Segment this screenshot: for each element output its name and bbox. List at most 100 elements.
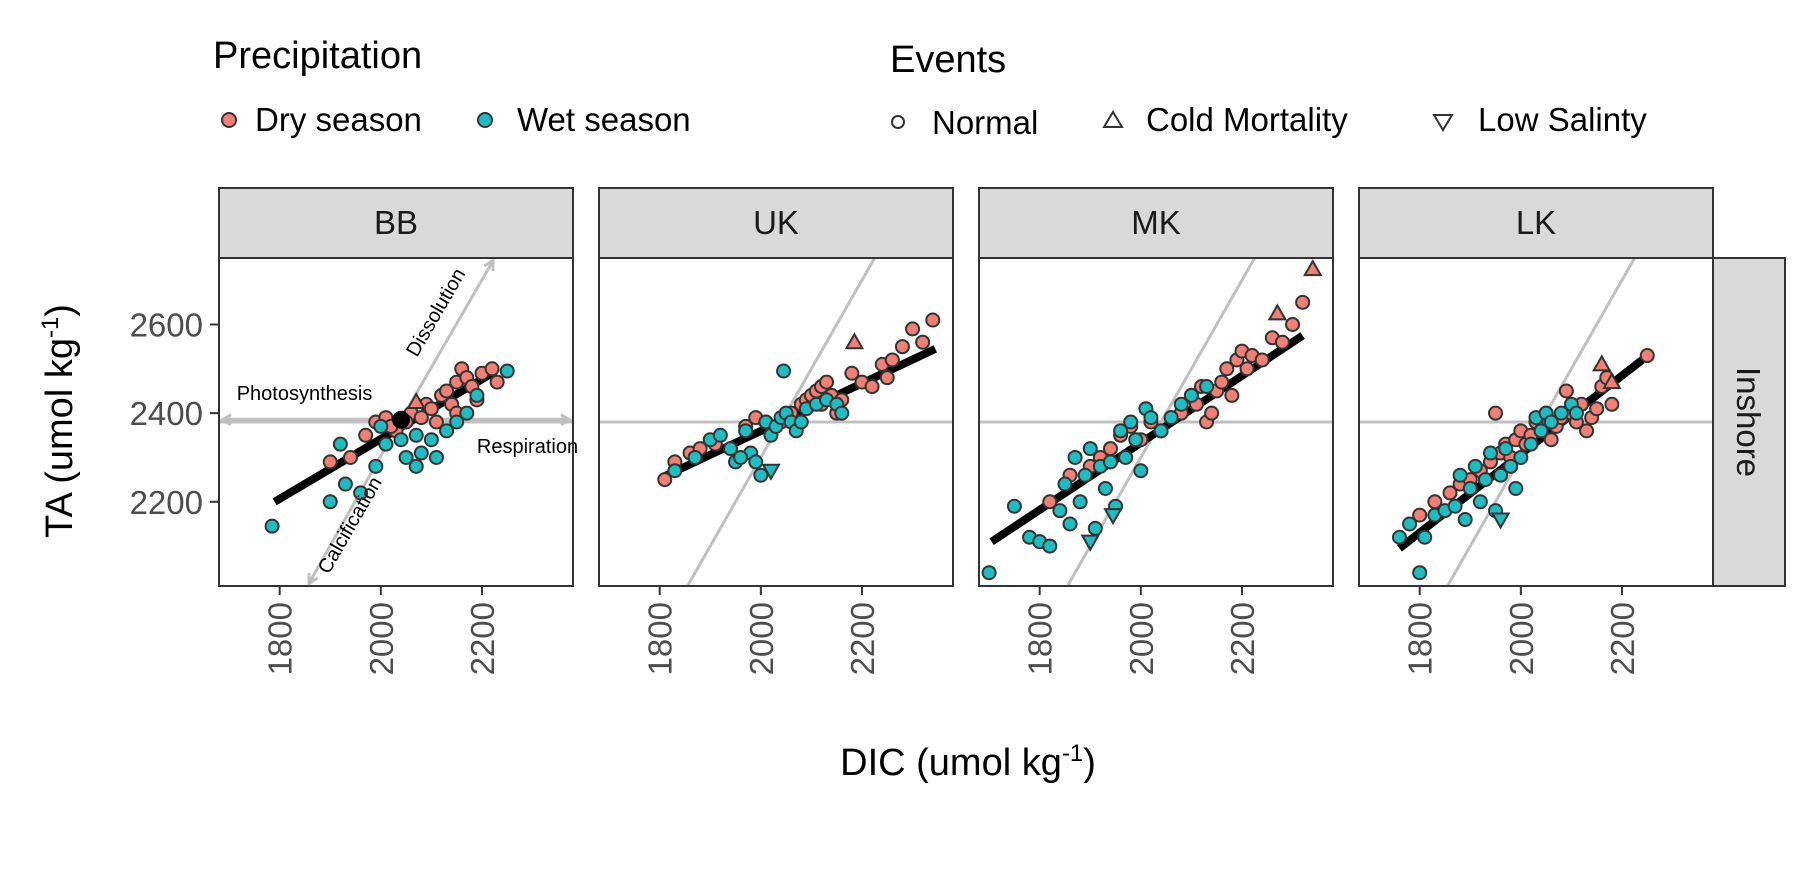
point-bb-1-0 bbox=[264, 518, 280, 534]
point-lk-0-21 bbox=[1558, 383, 1574, 399]
point-mk-0-25 bbox=[1254, 352, 1270, 368]
point-lk-1-15 bbox=[1493, 467, 1509, 483]
x-tick-label-lk-2200: 2200 bbox=[1604, 602, 1641, 675]
point-lk-1-11 bbox=[1472, 494, 1488, 510]
point-lk-2-0 bbox=[1592, 354, 1612, 372]
point-uk-3-0 bbox=[761, 463, 781, 481]
point-bb-1-7 bbox=[393, 432, 409, 448]
legend-marker-wet bbox=[477, 112, 493, 128]
point-mk-1-8 bbox=[1067, 449, 1083, 465]
panel-lk: LK 1800 2000 2200 bbox=[1358, 187, 1714, 675]
panel-strip-bb bbox=[218, 187, 574, 259]
point-uk-1-23 bbox=[733, 449, 749, 465]
y-tick-label-2400: 2400 bbox=[130, 395, 203, 432]
point-bb-1-8 bbox=[398, 449, 414, 465]
legend-marker-low-salinity bbox=[1432, 114, 1454, 132]
point-lk-1-7 bbox=[1452, 467, 1468, 483]
point-lk-1-0 bbox=[1391, 529, 1407, 545]
point-lk-0-7 bbox=[1488, 405, 1504, 421]
point-mk-0-16 bbox=[1204, 405, 1220, 421]
panel-strip-mk bbox=[978, 187, 1334, 259]
x-tick-label-lk-1800: 1800 bbox=[1402, 602, 1439, 675]
point-lk-0-2 bbox=[1442, 485, 1458, 501]
point-bb-1-15 bbox=[459, 405, 475, 421]
point-uk-1-8 bbox=[753, 467, 769, 483]
point-bb-1-5 bbox=[378, 436, 394, 452]
point-mk-1-9 bbox=[1072, 494, 1088, 510]
point-lk-1-22 bbox=[1533, 423, 1549, 439]
point-lk-1-8 bbox=[1457, 512, 1473, 528]
point-bb-0-9 bbox=[423, 401, 439, 417]
point-lk-2-1 bbox=[1602, 372, 1622, 390]
point-mk-1-10 bbox=[1077, 467, 1093, 483]
panel-frame-uk bbox=[598, 257, 954, 587]
point-lk-1-9 bbox=[1462, 480, 1478, 496]
point-mk-1-20 bbox=[1128, 432, 1144, 448]
panel-strip-label-mk: MK bbox=[1131, 204, 1181, 241]
panel-strip-uk bbox=[598, 187, 954, 259]
point-lk-3-0 bbox=[1490, 512, 1511, 530]
point-mk-0-19 bbox=[1219, 361, 1235, 377]
point-mk-1-12 bbox=[1087, 520, 1103, 536]
point-uk-1-6 bbox=[738, 423, 754, 439]
x-tick-label-bb-2200: 2200 bbox=[464, 602, 501, 675]
row-strip: Inshore bbox=[1712, 257, 1786, 587]
point-uk-0-23 bbox=[884, 352, 900, 368]
point-mk-1-11 bbox=[1082, 441, 1098, 457]
point-bb-0-12 bbox=[439, 383, 455, 399]
point-uk-1-0 bbox=[667, 463, 683, 479]
panel-frame-bb bbox=[218, 257, 574, 587]
point-uk-1-16 bbox=[793, 414, 809, 430]
legend-label-cold-mortality: Cold Mortality bbox=[1146, 101, 1348, 138]
point-mk-2-0 bbox=[1267, 303, 1288, 321]
point-bb-1-18 bbox=[332, 436, 348, 452]
point-lk-1-16 bbox=[1498, 441, 1514, 457]
point-bb-1-10 bbox=[413, 445, 429, 461]
point-lk-1-3 bbox=[1417, 529, 1433, 545]
point-mk-0-23 bbox=[1239, 361, 1255, 377]
point-bb-0-19 bbox=[484, 361, 500, 377]
point-mk-0-20 bbox=[1224, 387, 1240, 403]
point-bb-1-9 bbox=[408, 427, 424, 443]
legend-title-precipitation: Precipitation bbox=[213, 35, 422, 77]
point-mk-1-4 bbox=[1042, 538, 1058, 554]
point-bb-1-11 bbox=[423, 432, 439, 448]
point-bb-0-20 bbox=[489, 374, 505, 390]
point-mk-1-17 bbox=[1113, 423, 1129, 439]
point-lk-1-27 bbox=[1568, 405, 1584, 421]
point-mk-1-15 bbox=[1102, 454, 1118, 470]
point-mk-1-28 bbox=[1199, 379, 1215, 395]
point-uk-1-4 bbox=[722, 441, 738, 457]
x-tick-label-bb-2000: 2000 bbox=[363, 602, 400, 675]
point-uk-0-26 bbox=[915, 334, 931, 350]
x-tick-label-mk-2000: 2000 bbox=[1123, 602, 1160, 675]
row-strip-label: Inshore bbox=[1730, 367, 1767, 477]
point-bb-1-4 bbox=[368, 458, 384, 474]
point-lk-0-0 bbox=[1412, 507, 1428, 523]
point-mk-1-1 bbox=[1006, 498, 1022, 514]
point-uk-2-0 bbox=[844, 332, 865, 350]
point-lk-1-6 bbox=[1447, 498, 1463, 514]
point-mk-0-0 bbox=[1042, 494, 1058, 510]
legend-label-normal: Normal bbox=[932, 104, 1038, 141]
point-bb-0-0 bbox=[322, 454, 338, 470]
point-lk-1-1 bbox=[1402, 516, 1418, 532]
point-uk-1-1 bbox=[687, 449, 703, 465]
point-bb-2-0 bbox=[406, 392, 426, 410]
legend-title-events: Events bbox=[890, 39, 1006, 81]
point-lk-1-12 bbox=[1477, 472, 1493, 488]
legend-label-low-salinity: Low Salinty bbox=[1478, 101, 1647, 138]
point-uk-0-19 bbox=[844, 365, 860, 381]
point-lk-1-19 bbox=[1513, 449, 1529, 465]
point-uk-0-15 bbox=[819, 374, 835, 390]
legend-label-dry: Dry season bbox=[255, 101, 422, 138]
annotation-photosynthesis: Photosynthesis bbox=[237, 383, 373, 405]
point-lk-1-2 bbox=[1412, 565, 1428, 581]
x-tick-label-bb-1800: 1800 bbox=[262, 602, 299, 675]
panel-strip-label-uk: UK bbox=[753, 204, 799, 241]
point-bb-1-12 bbox=[428, 449, 444, 465]
y-tick-label-2600: 2600 bbox=[130, 306, 203, 343]
center-point-bb bbox=[392, 410, 411, 429]
point-uk-1-21 bbox=[834, 405, 850, 421]
